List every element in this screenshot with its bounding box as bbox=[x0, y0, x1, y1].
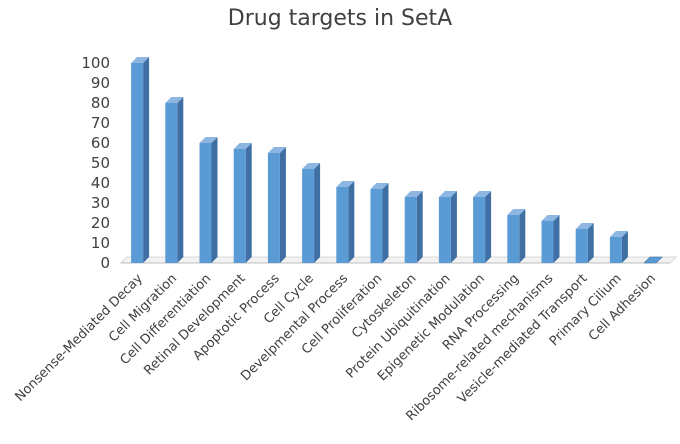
bar-front bbox=[507, 215, 520, 263]
bar-front bbox=[438, 197, 451, 263]
y-tick-label: 100 bbox=[81, 54, 110, 72]
bar-side bbox=[621, 231, 628, 263]
bar-side bbox=[177, 97, 184, 263]
bar-side bbox=[314, 163, 321, 263]
bar-top bbox=[233, 143, 252, 149]
y-tick-label: 70 bbox=[91, 114, 110, 132]
bar-front bbox=[165, 103, 178, 263]
y-tick-label: 50 bbox=[91, 154, 110, 172]
y-tick-label: 40 bbox=[91, 174, 110, 192]
bar bbox=[404, 191, 423, 263]
bar-front bbox=[302, 169, 315, 263]
bar-top bbox=[336, 181, 355, 187]
bar-top bbox=[609, 231, 628, 237]
y-tick-label: 20 bbox=[91, 214, 110, 232]
bar-top bbox=[370, 183, 389, 189]
y-tick-label: 0 bbox=[100, 254, 110, 272]
y-tick-label: 90 bbox=[91, 74, 110, 92]
bar-front bbox=[404, 197, 417, 263]
bar-side bbox=[348, 181, 355, 263]
bar-top bbox=[575, 223, 594, 229]
bar-top bbox=[643, 256, 663, 264]
bar-front bbox=[609, 237, 622, 263]
bar-front bbox=[541, 221, 554, 263]
axes: 0 10 20 30 40 50 60 70 80 90 100 bbox=[81, 54, 678, 272]
bar-top bbox=[131, 57, 150, 63]
category-label: Nonsense-Mediated Decay bbox=[12, 271, 146, 405]
bar-top bbox=[507, 209, 526, 215]
bar bbox=[370, 183, 389, 263]
bar bbox=[302, 163, 321, 263]
bar-front bbox=[199, 143, 212, 263]
bar-side bbox=[382, 183, 389, 263]
bar-side bbox=[485, 191, 492, 263]
bar bbox=[507, 209, 526, 263]
bar bbox=[199, 137, 218, 263]
chart-title: Drug targets in SetA bbox=[227, 6, 453, 31]
y-tick-label: 60 bbox=[91, 134, 110, 152]
bar-top bbox=[541, 215, 560, 221]
bar-top bbox=[302, 163, 321, 169]
bar-front bbox=[233, 149, 246, 263]
bar-side bbox=[519, 209, 526, 263]
bar-side bbox=[416, 191, 423, 263]
bar-side bbox=[553, 215, 560, 263]
bar-side bbox=[211, 137, 218, 263]
bar-side bbox=[587, 223, 594, 263]
bar-front bbox=[336, 187, 349, 263]
bar bbox=[336, 181, 355, 263]
bar bbox=[643, 256, 663, 264]
bar bbox=[473, 191, 492, 263]
y-tick-label: 80 bbox=[91, 94, 110, 112]
bar bbox=[609, 231, 628, 263]
bar-side bbox=[245, 143, 252, 263]
bar-top bbox=[473, 191, 492, 197]
bar-side bbox=[279, 147, 286, 263]
y-tick-label: 30 bbox=[91, 194, 110, 212]
bar-front bbox=[267, 153, 280, 263]
bar-front bbox=[473, 197, 486, 263]
bar-side bbox=[143, 57, 150, 263]
bar-top bbox=[199, 137, 218, 143]
bars bbox=[131, 57, 663, 264]
bar bbox=[438, 191, 457, 263]
bar-top bbox=[404, 191, 423, 197]
bar bbox=[267, 147, 286, 263]
bar bbox=[575, 223, 594, 263]
bar-side bbox=[450, 191, 457, 263]
bar bbox=[131, 57, 150, 263]
bar-front bbox=[131, 63, 144, 263]
bar bbox=[233, 143, 252, 263]
bar-top bbox=[438, 191, 457, 197]
bar-top bbox=[165, 97, 184, 103]
y-tick-label: 10 bbox=[91, 234, 110, 252]
bar-front bbox=[370, 189, 383, 263]
bar bbox=[165, 97, 184, 263]
bar bbox=[541, 215, 560, 263]
bar-front bbox=[575, 229, 588, 263]
bar-top bbox=[267, 147, 286, 153]
